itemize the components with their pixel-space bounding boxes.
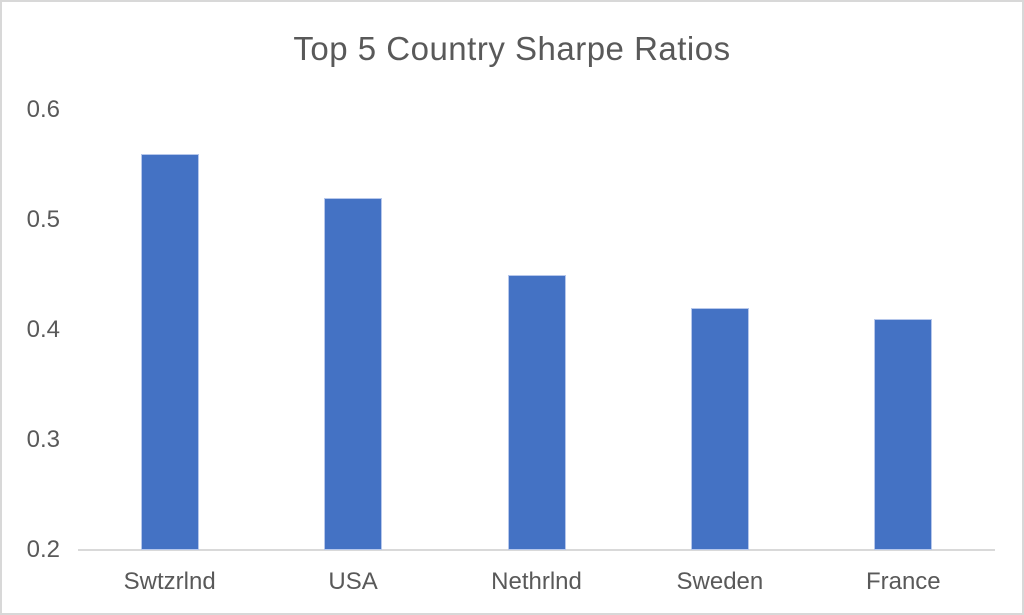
y-axis-tick-label: 0.6 xyxy=(26,96,60,123)
x-axis-category-label: Nethrlnd xyxy=(491,568,582,595)
y-axis-tick-label: 0.3 xyxy=(26,426,60,453)
x-axis-category-label: USA xyxy=(328,568,378,595)
x-axis-line xyxy=(78,549,995,551)
bar-usa xyxy=(324,198,383,550)
bar-sweden xyxy=(690,308,749,550)
x-axis-category-label: Sweden xyxy=(676,568,764,595)
bar-swtzrlnd xyxy=(140,154,199,550)
x-axis-category-label: Swtzrlnd xyxy=(123,568,216,595)
y-axis-tick-label: 0.4 xyxy=(26,316,60,343)
x-axis-category-label: France xyxy=(865,568,941,595)
chart-title: Top 5 Country Sharpe Ratios xyxy=(293,30,731,67)
y-axis-tick-label: 0.5 xyxy=(26,206,60,233)
y-axis-tick-label: 0.2 xyxy=(26,536,60,563)
bar-nethrlnd xyxy=(507,275,566,550)
bar-france xyxy=(874,319,933,550)
